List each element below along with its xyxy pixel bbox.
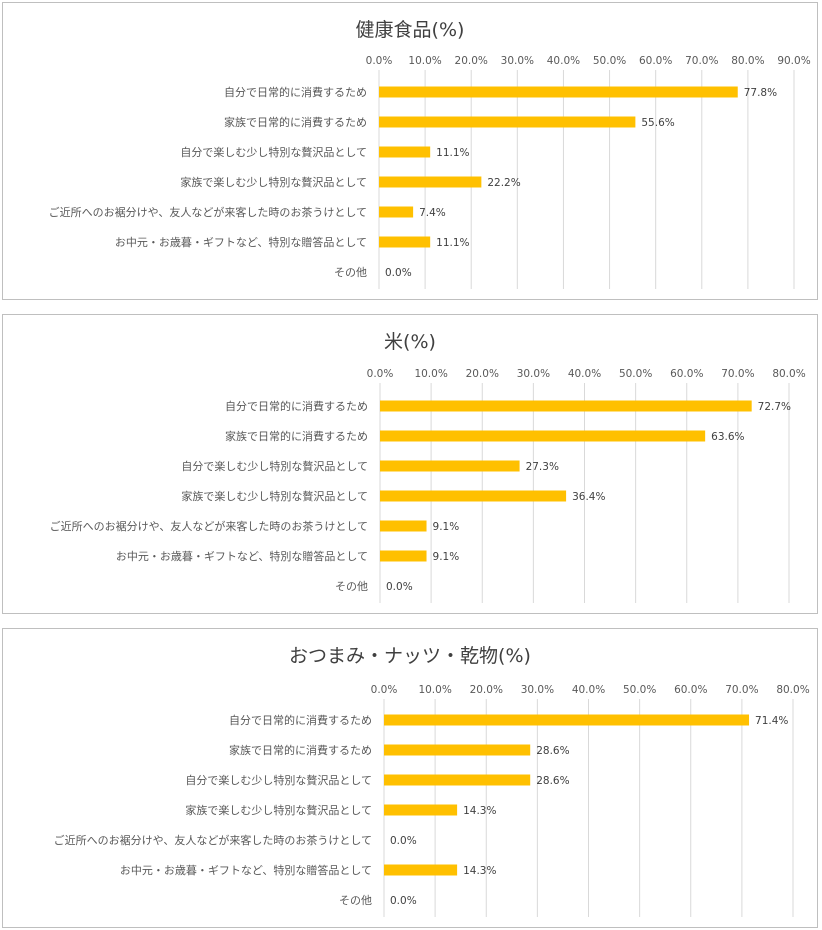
- bar: [384, 774, 531, 786]
- category-label: 家族で楽しむ少し特別な贅沢品として: [185, 803, 372, 817]
- bar: [379, 146, 431, 158]
- x-tick-label: 0.0%: [371, 684, 398, 696]
- data-label: 9.1%: [433, 521, 460, 533]
- x-tick-label: 80.0%: [772, 368, 805, 380]
- data-label: 28.6%: [536, 775, 569, 787]
- bar: [380, 400, 752, 412]
- chart-panel-rice: 米(%) 0.0% 10.0% 20.0% 30.0% 40.0% 50.0% 60.0% 7…: [2, 314, 818, 614]
- x-tick-label: 50.0%: [623, 684, 656, 696]
- data-label: 11.1%: [436, 147, 469, 159]
- data-label: 0.0%: [386, 581, 413, 593]
- category-label: ご近所へのお裾分けや、友人などが来客した時のお茶うけとして: [49, 205, 367, 219]
- bar-chart-rice: 0.0% 10.0% 20.0% 30.0% 40.0% 50.0% 60.0% 70.0% 8…: [50, 368, 806, 603]
- category-label: その他: [339, 894, 372, 907]
- bar: [379, 176, 482, 188]
- data-label: 7.4%: [419, 207, 446, 219]
- bar: [380, 550, 427, 562]
- bar-chart-snacks-nuts: 0.0% 10.0% 20.0% 30.0% 40.0% 50.0% 60.0% 70.0% 8…: [54, 684, 810, 917]
- category-label: お中元・お歳暮・ギフトなど、特別な贈答品として: [116, 549, 368, 563]
- category-label: 自分で日常的に消費するため: [229, 713, 372, 727]
- x-tick-label: 0.0%: [367, 368, 394, 380]
- category-label: その他: [334, 266, 367, 279]
- x-tick-label: 0.0%: [366, 55, 393, 67]
- category-label: ご近所へのお裾分けや、友人などが来客した時のお茶うけとして: [54, 833, 372, 847]
- x-tick-label: 70.0%: [721, 368, 754, 380]
- x-tick-label: 80.0%: [776, 684, 809, 696]
- bar: [380, 430, 706, 442]
- x-tick-label: 60.0%: [670, 368, 703, 380]
- category-label: お中元・お歳暮・ギフトなど、特別な贈答品として: [115, 235, 367, 249]
- category-label: お中元・お歳暮・ギフトなど、特別な贈答品として: [120, 863, 372, 877]
- data-label: 22.2%: [487, 177, 520, 189]
- x-tick-label: 20.0%: [466, 368, 499, 380]
- data-label: 71.4%: [755, 715, 788, 727]
- category-label: 家族で日常的に消費するため: [224, 115, 367, 129]
- x-tick-label: 30.0%: [521, 684, 554, 696]
- category-label: 自分で楽しむ少し特別な贅沢品として: [185, 773, 372, 787]
- x-tick-label: 20.0%: [470, 684, 503, 696]
- data-label: 0.0%: [390, 895, 417, 907]
- x-tick-label: 30.0%: [517, 368, 550, 380]
- category-label: ご近所へのお裾分けや、友人などが来客した時のお茶うけとして: [50, 519, 368, 533]
- category-label: 家族で楽しむ少し特別な贅沢品として: [181, 489, 368, 503]
- bar: [384, 864, 458, 876]
- category-label: 家族で楽しむ少し特別な贅沢品として: [180, 175, 367, 189]
- data-label: 9.1%: [433, 551, 460, 563]
- x-tick-label: 30.0%: [501, 55, 534, 67]
- data-label: 14.3%: [463, 805, 496, 817]
- chart-title: おつまみ・ナッツ・乾物(%): [289, 645, 531, 667]
- bar: [384, 744, 531, 756]
- bar: [384, 804, 458, 816]
- bar: [384, 714, 750, 726]
- category-label: 自分で日常的に消費するため: [225, 399, 368, 413]
- data-label: 11.1%: [436, 237, 469, 249]
- bar: [380, 460, 520, 472]
- x-tick-label: 10.0%: [414, 368, 447, 380]
- chart-panel-snacks-nuts: おつまみ・ナッツ・乾物(%) 0.0% 10.0% 20.0% 30.0% 40.0% 5…: [2, 628, 818, 928]
- data-label: 63.6%: [711, 431, 744, 443]
- data-label: 72.7%: [758, 401, 791, 413]
- data-label: 27.3%: [526, 461, 559, 473]
- x-tick-label: 50.0%: [619, 368, 652, 380]
- bar: [379, 206, 414, 218]
- x-tick-label: 90.0%: [777, 55, 810, 67]
- chart-panel-health-food: 健康食品(%) 0.0% 10.0% 20.0% 30.0% 40.0% 50.0% 60.…: [2, 2, 818, 300]
- bar-chart-health-food: 0.0% 10.0% 20.0% 30.0% 40.0% 50.0% 60.0% 70.0% 8…: [49, 55, 811, 289]
- x-tick-label: 80.0%: [731, 55, 764, 67]
- x-tick-label: 10.0%: [408, 55, 441, 67]
- chart-title: 米(%): [384, 331, 436, 353]
- bar: [380, 520, 427, 532]
- x-tick-label: 50.0%: [593, 55, 626, 67]
- category-label: 自分で楽しむ少し特別な贅沢品として: [181, 459, 368, 473]
- bar: [380, 490, 567, 502]
- x-tick-label: 60.0%: [639, 55, 672, 67]
- data-label: 0.0%: [390, 835, 417, 847]
- x-tick-label: 70.0%: [685, 55, 718, 67]
- category-label: 自分で日常的に消費するため: [224, 85, 367, 99]
- x-tick-label: 40.0%: [572, 684, 605, 696]
- category-label: 家族で日常的に消費するため: [225, 429, 368, 443]
- chart-title: 健康食品(%): [355, 19, 465, 41]
- bar: [379, 236, 431, 248]
- x-tick-label: 40.0%: [547, 55, 580, 67]
- data-label: 14.3%: [463, 865, 496, 877]
- x-tick-label: 70.0%: [725, 684, 758, 696]
- category-label: 家族で日常的に消費するため: [229, 743, 372, 757]
- bar: [379, 116, 636, 128]
- x-tick-label: 60.0%: [674, 684, 707, 696]
- category-label: 自分で楽しむ少し特別な贅沢品として: [180, 145, 367, 159]
- data-label: 77.8%: [744, 87, 777, 99]
- bar: [379, 86, 738, 98]
- data-label: 36.4%: [572, 491, 605, 503]
- category-label: その他: [335, 580, 368, 593]
- x-tick-label: 20.0%: [455, 55, 488, 67]
- x-tick-label: 40.0%: [568, 368, 601, 380]
- x-tick-label: 10.0%: [418, 684, 451, 696]
- data-label: 0.0%: [385, 267, 412, 279]
- data-label: 28.6%: [536, 745, 569, 757]
- data-label: 55.6%: [641, 117, 674, 129]
